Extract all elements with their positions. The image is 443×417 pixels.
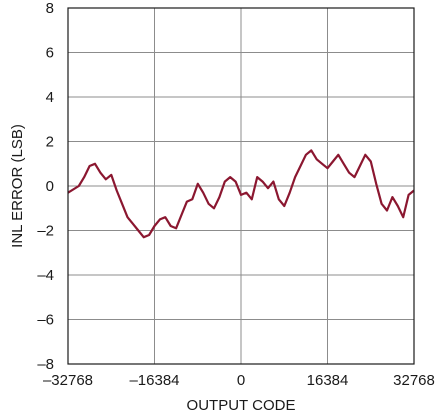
x-tick-label: 0: [237, 372, 245, 389]
x-tick-label: 32768: [393, 372, 435, 389]
x-axis-label: OUTPUT CODE: [187, 397, 296, 414]
y-tick-label: 2: [46, 134, 54, 151]
series-layer: [67, 149, 415, 239]
y-axis-ticks: 8 6 4 2 0 –2 –4 –6 –8: [37, 0, 54, 373]
y-tick-label: 6: [46, 45, 54, 62]
grid: [67, 7, 415, 365]
y-tick-label: 4: [46, 89, 54, 106]
y-tick-label: –8: [37, 356, 54, 373]
y-tick-label: –2: [37, 223, 54, 240]
y-tick-label: 8: [46, 0, 54, 17]
plot-frame: [67, 7, 415, 365]
y-axis-label: INL ERROR (LSB): [9, 124, 26, 248]
y-tick-label: –4: [37, 267, 54, 284]
y-tick-label: –6: [37, 312, 54, 329]
x-tick-label: 16384: [307, 372, 349, 389]
y-tick-label: 0: [46, 178, 54, 195]
x-tick-label: –16384: [129, 372, 179, 389]
x-axis-ticks: –32768 –16384 0 16384 32768: [43, 372, 435, 389]
inl-error-series-line-0: [67, 149, 415, 239]
x-tick-label: –32768: [43, 372, 93, 389]
